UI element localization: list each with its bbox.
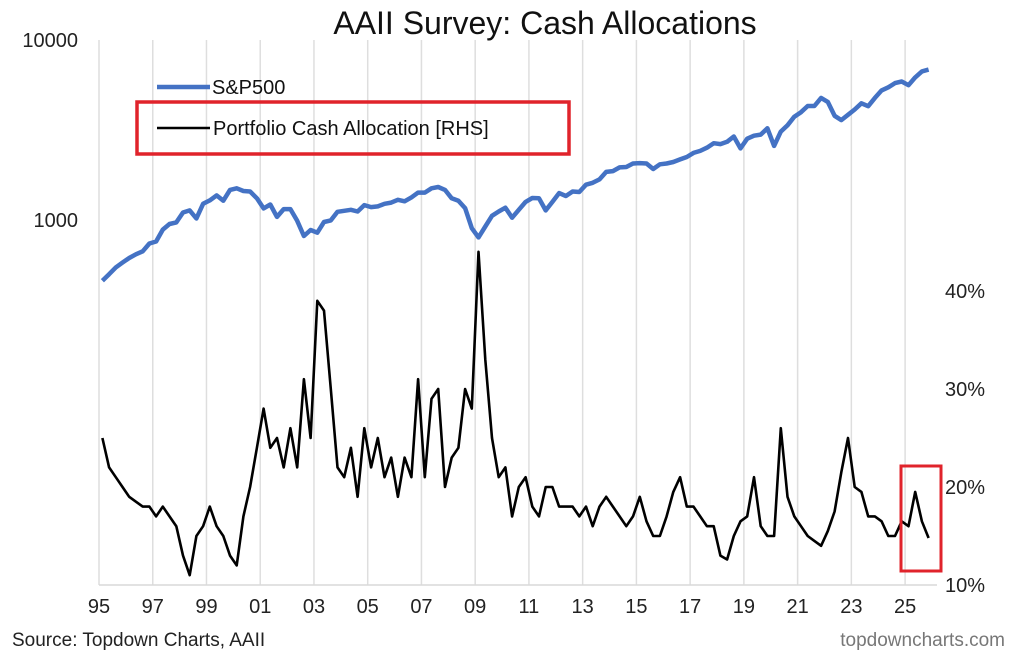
series-line-cash-allocation	[101, 250, 930, 577]
chart-title: AAII Survey: Cash Allocations	[333, 5, 756, 41]
legend-highlight-box	[135, 100, 571, 156]
x-tick-label: 15	[625, 596, 647, 618]
left-tick-1000: 1000	[34, 210, 79, 232]
recent-highlight-box	[899, 464, 943, 573]
x-tick-label: 99	[195, 596, 217, 618]
right-tick-label: 30%	[945, 379, 985, 401]
series-line-sp500	[100, 67, 930, 283]
legend: S&P500 Portfolio Cash Allocation [RHS]	[157, 77, 489, 140]
x-tick-label: 09	[464, 596, 486, 618]
right-tick-label: 40%	[945, 281, 985, 303]
x-tick-label: 21	[786, 596, 808, 618]
x-tick-label: 05	[357, 596, 379, 618]
source-note: Source: Topdown Charts, AAII	[12, 630, 265, 651]
x-tick-label: 13	[572, 596, 594, 618]
x-tick-label: 01	[249, 596, 271, 618]
x-tick-label: 11	[519, 596, 540, 618]
x-tick-label: 17	[679, 596, 701, 618]
legend-label-sp500: S&P500	[212, 77, 285, 99]
right-tick-label: 20%	[945, 477, 985, 499]
x-tick-label: 07	[410, 596, 432, 618]
x-tick-label: 03	[303, 596, 325, 618]
x-tick-label: 95	[88, 596, 110, 618]
legend-label-cash: Portfolio Cash Allocation [RHS]	[213, 118, 489, 140]
x-tick-label: 23	[840, 596, 862, 618]
right-tick-label: 10%	[945, 575, 985, 597]
x-tick-label: 97	[142, 596, 164, 618]
watermark: topdowncharts.com	[840, 630, 1005, 651]
x-tick-label: 19	[733, 596, 755, 618]
x-tick-label: 25	[894, 596, 916, 618]
gridlines	[98, 40, 906, 585]
left-tick-10000: 10000	[22, 30, 78, 52]
